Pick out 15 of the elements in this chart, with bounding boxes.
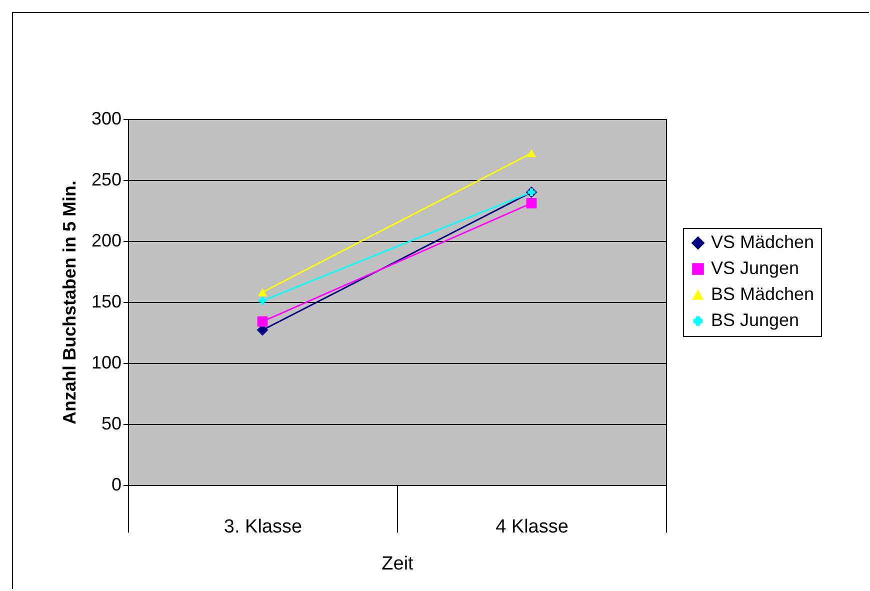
x-axis-title: Zeit	[382, 554, 414, 574]
y-tick-label: 200	[91, 230, 122, 250]
y-tick-label: 0	[111, 474, 122, 494]
y-tick-label: 100	[91, 352, 122, 372]
x-tick-label: 3. Klasse	[224, 516, 302, 538]
y-tick-label: 150	[91, 292, 122, 312]
y-tick-label: 50	[101, 414, 122, 434]
legend-label: BS Jungen	[711, 310, 800, 330]
legend-label: VS Jungen	[711, 258, 800, 278]
legend-label: BS Mädchen	[711, 284, 814, 304]
y-tick-label: 250	[91, 170, 122, 190]
y-axis-title: Anzahl Buchstaben in 5 Min.	[59, 180, 80, 425]
y-tick-label: 300	[91, 108, 122, 128]
x-tick-label: 4 Klasse	[496, 516, 568, 538]
legend-label: VS Mädchen	[711, 232, 814, 252]
